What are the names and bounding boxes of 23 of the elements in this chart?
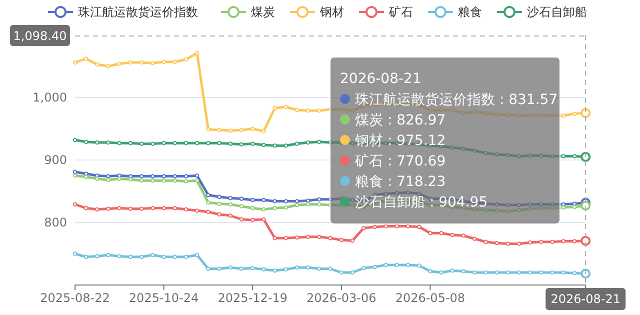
annotation: 沙石自卸船 : 904.95 [355, 194, 488, 210]
x-tick-label: 2025-10-24 [128, 291, 199, 305]
legend-label: 煤炭 [251, 5, 275, 20]
y-tick-label: 900 [44, 153, 67, 168]
legend-label: 粮食 [458, 5, 482, 20]
y-tick-label: 800 [44, 216, 67, 230]
annotation: 煤炭 : 826.97 [355, 112, 446, 128]
annotation: 矿石 : 770.69 [354, 154, 446, 170]
x-tick-label: 2026-08-21 [550, 292, 620, 306]
x-tick-label: 2026-05-08 [395, 291, 466, 305]
x-tick-label: 2026-03-06 [306, 291, 376, 305]
annotation: 2026-08-21 [340, 71, 422, 87]
x-tick-label: 2025-08-22 [40, 291, 110, 305]
annotation: 粮食 : 718.23 [355, 174, 446, 190]
annotation: 珠江航运散货运价指数 : 831.57 [355, 92, 558, 108]
legend-label: 珠江航运散货运价指数 [78, 5, 198, 20]
x-tick-label: 2025-12-19 [218, 291, 288, 305]
legend-label: 钢材 [319, 5, 344, 20]
legend-label: 沙石自卸船 [527, 5, 587, 20]
y-tick-label: 1,000 [32, 90, 67, 105]
legend-label: 矿石 [388, 5, 413, 20]
ref-line-label: 1,098.40 [13, 29, 67, 43]
annotation: 钢材 : 975.12 [354, 133, 446, 149]
